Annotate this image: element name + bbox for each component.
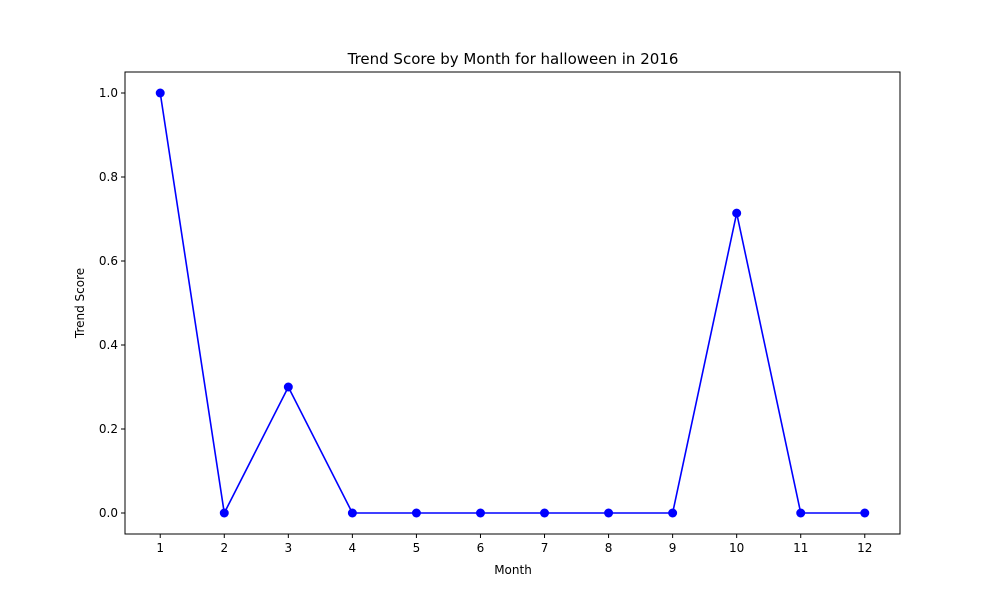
- data-point: [219, 508, 229, 518]
- data-point: [540, 508, 550, 518]
- data-point: [796, 508, 806, 518]
- data-series: [155, 88, 870, 518]
- data-point: [283, 382, 293, 392]
- axis-ticks: 1 2 3 4 5 6 7 8 9 10 11 120.00.20.40.60.81.0: [99, 86, 873, 555]
- y-tick-label: 0.6: [99, 254, 118, 268]
- y-axis-label: Trend Score: [73, 268, 87, 339]
- plot-area-frame: [124, 71, 901, 535]
- y-tick-label: 0.2: [99, 422, 118, 436]
- x-tick-label: 1: [156, 541, 164, 555]
- x-tick-label: 8: [605, 541, 613, 555]
- data-point: [668, 508, 678, 518]
- data-point: [475, 508, 485, 518]
- x-axis-label: Month: [494, 563, 532, 577]
- x-tick-label: 12: [857, 541, 872, 555]
- x-tick-label: 10: [729, 541, 744, 555]
- x-tick-label: 3: [285, 541, 293, 555]
- x-tick-label: 2: [220, 541, 228, 555]
- x-tick-label: 7: [541, 541, 549, 555]
- x-tick-label: 5: [413, 541, 421, 555]
- x-tick-label: 11: [793, 541, 808, 555]
- y-tick-label: 0.0: [99, 506, 118, 520]
- x-tick-label: 4: [349, 541, 357, 555]
- data-point: [604, 508, 614, 518]
- data-point: [411, 508, 421, 518]
- series-line: [159, 92, 865, 516]
- y-tick-label: 0.8: [99, 170, 118, 184]
- data-point: [860, 508, 870, 518]
- data-point: [155, 88, 165, 98]
- y-tick-label: 0.4: [99, 338, 118, 352]
- data-point: [732, 208, 742, 218]
- data-point: [347, 508, 357, 518]
- x-tick-label: 6: [477, 541, 485, 555]
- y-tick-label: 1.0: [99, 86, 118, 100]
- x-tick-label: 9: [669, 541, 677, 555]
- chart-title: Trend Score by Month for halloween in 20…: [347, 50, 679, 68]
